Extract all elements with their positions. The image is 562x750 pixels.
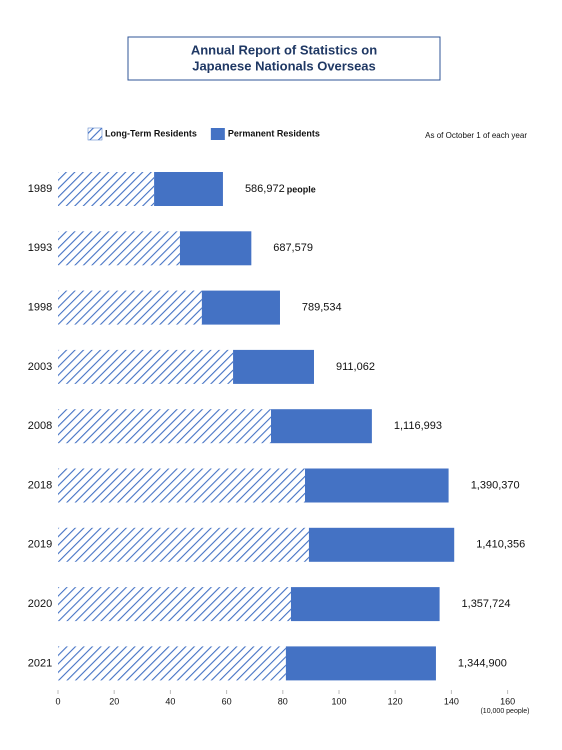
total-label: 1,357,724	[462, 598, 511, 610]
bar-segment	[304, 468, 449, 503]
x-tick-label: 0	[55, 696, 60, 706]
bar-segment	[179, 231, 252, 266]
total-label: 1,116,993	[394, 420, 442, 432]
x-tick-label: 60	[222, 696, 232, 706]
total-label: 687,579	[273, 242, 313, 254]
total-label: 789,534	[302, 302, 342, 314]
x-tick-label: 160	[500, 696, 515, 706]
bar-segment	[308, 527, 455, 562]
y-tick-label: 2020	[28, 598, 52, 610]
legend-label: Permanent Residents	[228, 128, 320, 138]
note: As of October 1 of each year	[425, 131, 527, 140]
bar-segment	[285, 646, 436, 681]
y-tick-label: 2018	[28, 479, 52, 491]
bar-segment	[58, 587, 291, 622]
x-tick-label: 120	[388, 696, 403, 706]
legend-swatch	[210, 128, 225, 140]
bar-segment	[58, 290, 202, 325]
x-tick-label: 40	[165, 696, 175, 706]
chart-subtitle: Japanese Nationals Overseas	[192, 58, 376, 73]
bar-segment	[201, 290, 280, 325]
x-tick-label: 140	[444, 696, 459, 706]
total-label: 911,062	[336, 361, 375, 373]
y-tick-label: 2019	[28, 539, 52, 551]
total-label: 1,390,370	[471, 479, 520, 491]
y-tick-label: 2003	[28, 361, 52, 373]
bar-segment	[58, 409, 271, 444]
total-unit: people	[287, 184, 316, 194]
bar-segment	[270, 409, 372, 444]
legend-label: Long-Term Residents	[105, 128, 197, 138]
y-tick-label: 1989	[28, 183, 52, 195]
bar-segment	[58, 527, 309, 562]
y-tick-label: 2021	[28, 657, 52, 669]
x-tick-label: 80	[278, 696, 288, 706]
y-tick-label: 2008	[28, 420, 52, 432]
bar-segment	[154, 172, 223, 206]
bar-segment	[58, 646, 286, 681]
bar-segment	[58, 231, 180, 266]
bar-segment	[58, 349, 234, 384]
bar-segment	[58, 172, 155, 206]
title-box	[127, 36, 441, 81]
chart-title: Annual Report of Statistics on	[191, 42, 377, 57]
bar-segment	[233, 349, 314, 384]
bar-segment	[290, 587, 440, 622]
y-tick-label: 1993	[28, 242, 52, 254]
x-tick-label: 100	[331, 696, 346, 706]
total-label: 586,972	[245, 183, 285, 195]
legend-swatch	[87, 127, 103, 141]
x-unit: (10,000 people)	[480, 708, 529, 715]
x-tick-label: 20	[109, 696, 119, 706]
total-label: 1,344,900	[458, 657, 507, 669]
total-label: 1,410,356	[476, 539, 525, 551]
bar-segment	[58, 468, 305, 503]
y-tick-label: 1998	[28, 302, 52, 314]
